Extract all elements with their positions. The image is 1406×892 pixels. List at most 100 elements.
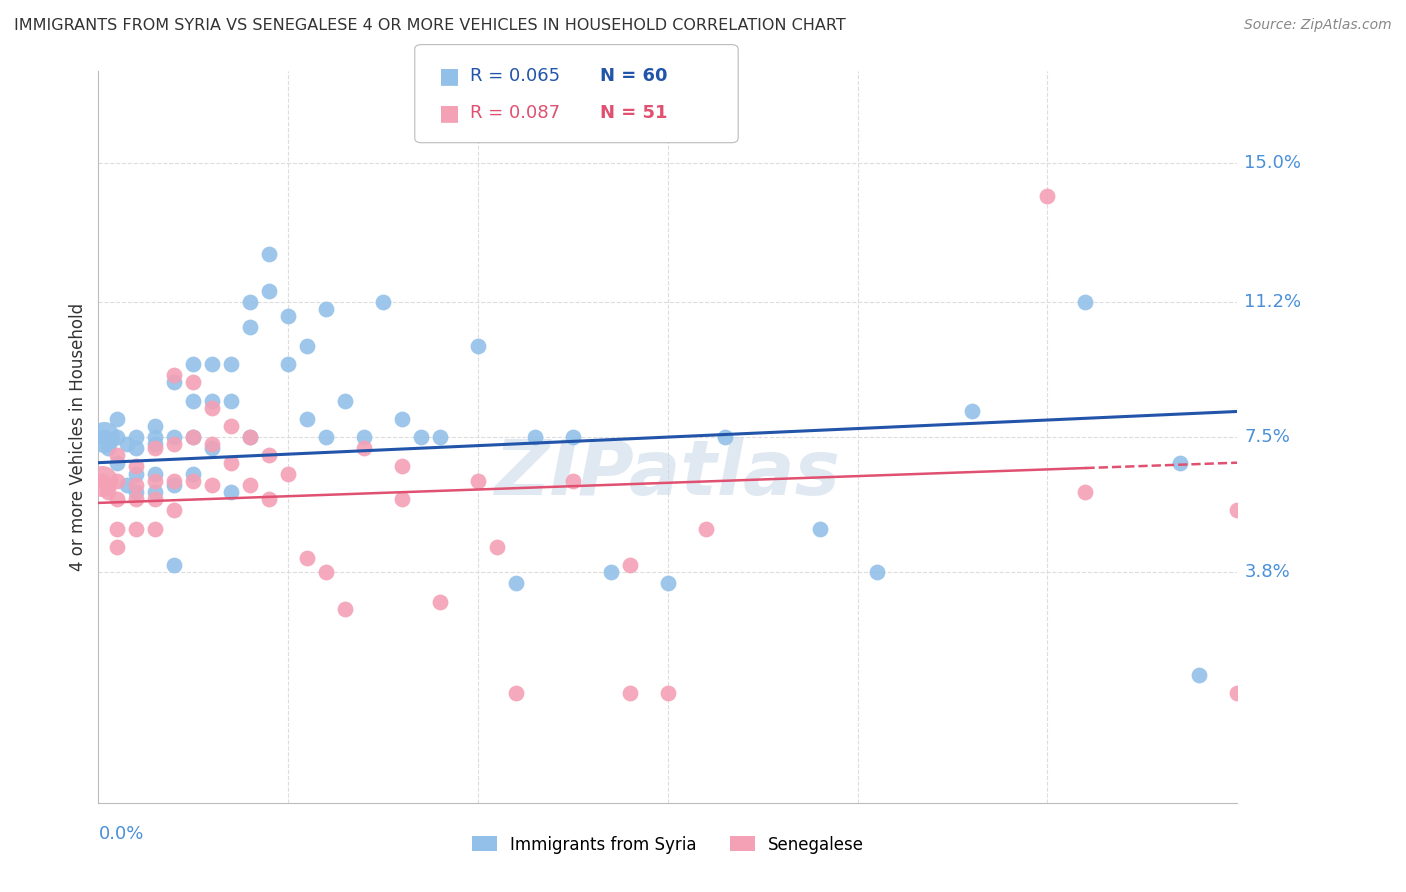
Point (600, 566, 623, 580)
Point (115, 437, 138, 451)
Point (411, 430, 433, 444)
Text: 7.5%: 7.5% (1244, 428, 1291, 446)
Point (183, 474, 205, 488)
Point (107, 474, 129, 488)
Point (145, 474, 167, 488)
Point (201, 401, 224, 415)
Point (524, 430, 547, 444)
Point (201, 357, 224, 371)
Point (201, 393, 224, 408)
Point (145, 485, 167, 500)
Point (505, 686, 527, 700)
Point (145, 467, 167, 481)
Text: ■: ■ (439, 103, 460, 123)
Legend: Immigrants from Syria, Senegalese: Immigrants from Syria, Senegalese (465, 829, 870, 860)
Point (145, 437, 167, 451)
Point (93, 430, 115, 444)
Point (315, 430, 337, 444)
Point (163, 430, 186, 444)
Point (221, 393, 243, 408)
Point (221, 357, 243, 371)
Point (145, 441, 167, 455)
Text: 3.8%: 3.8% (1244, 564, 1289, 582)
Point (221, 485, 243, 500)
Point (163, 503, 186, 517)
Point (125, 441, 148, 455)
Point (429, 594, 451, 608)
Text: 11.2%: 11.2% (1244, 293, 1302, 310)
Point (125, 485, 148, 500)
Point (429, 430, 451, 444)
Point (467, 338, 489, 352)
Y-axis label: 4 or more Vehicles in Household: 4 or more Vehicles in Household (69, 303, 87, 571)
Point (1074, 294, 1097, 309)
Text: N = 51: N = 51 (600, 104, 668, 122)
Point (467, 474, 489, 488)
Point (107, 492, 129, 507)
Text: R = 0.087: R = 0.087 (470, 104, 560, 122)
Point (125, 492, 148, 507)
Point (277, 467, 299, 481)
Text: 0.0%: 0.0% (98, 825, 143, 843)
Point (183, 430, 205, 444)
Point (163, 477, 186, 491)
Point (201, 437, 224, 451)
Point (335, 393, 357, 408)
Point (107, 540, 129, 554)
Text: ZIPatlas: ZIPatlas (495, 437, 841, 510)
Point (259, 448, 281, 462)
Point (619, 558, 641, 573)
Point (125, 521, 148, 535)
Point (353, 430, 375, 444)
Point (1036, 188, 1059, 202)
Point (125, 467, 148, 481)
Point (163, 558, 186, 573)
Text: 15.0%: 15.0% (1244, 153, 1301, 172)
Point (145, 492, 167, 507)
Point (391, 459, 413, 474)
Text: ■: ■ (439, 66, 460, 86)
Point (315, 566, 337, 580)
Point (183, 357, 205, 371)
Point (201, 477, 224, 491)
Point (91, 474, 114, 488)
Point (259, 492, 281, 507)
Point (97, 485, 120, 500)
Point (163, 437, 186, 451)
Point (107, 456, 129, 470)
Point (486, 540, 509, 554)
Point (163, 368, 186, 382)
Point (297, 550, 319, 565)
Point (239, 477, 262, 491)
Point (125, 430, 148, 444)
Point (125, 459, 148, 474)
Point (277, 357, 299, 371)
Text: R = 0.065: R = 0.065 (470, 67, 560, 85)
Point (1188, 667, 1211, 681)
Point (391, 412, 413, 426)
Point (145, 419, 167, 434)
Point (239, 320, 262, 334)
Point (259, 247, 281, 261)
Point (239, 430, 262, 444)
Point (297, 338, 319, 352)
Point (960, 404, 983, 418)
Point (505, 576, 527, 591)
Point (371, 294, 394, 309)
Point (657, 576, 679, 591)
Point (391, 492, 413, 507)
Point (1226, 503, 1249, 517)
Point (1226, 686, 1249, 700)
Point (201, 441, 224, 455)
Point (183, 375, 205, 389)
Point (353, 441, 375, 455)
Point (107, 521, 129, 535)
Point (695, 521, 717, 535)
Point (221, 456, 243, 470)
Point (657, 686, 679, 700)
Text: Source: ZipAtlas.com: Source: ZipAtlas.com (1244, 18, 1392, 32)
Point (93, 430, 115, 444)
Point (714, 430, 737, 444)
Point (163, 375, 186, 389)
Point (115, 477, 138, 491)
